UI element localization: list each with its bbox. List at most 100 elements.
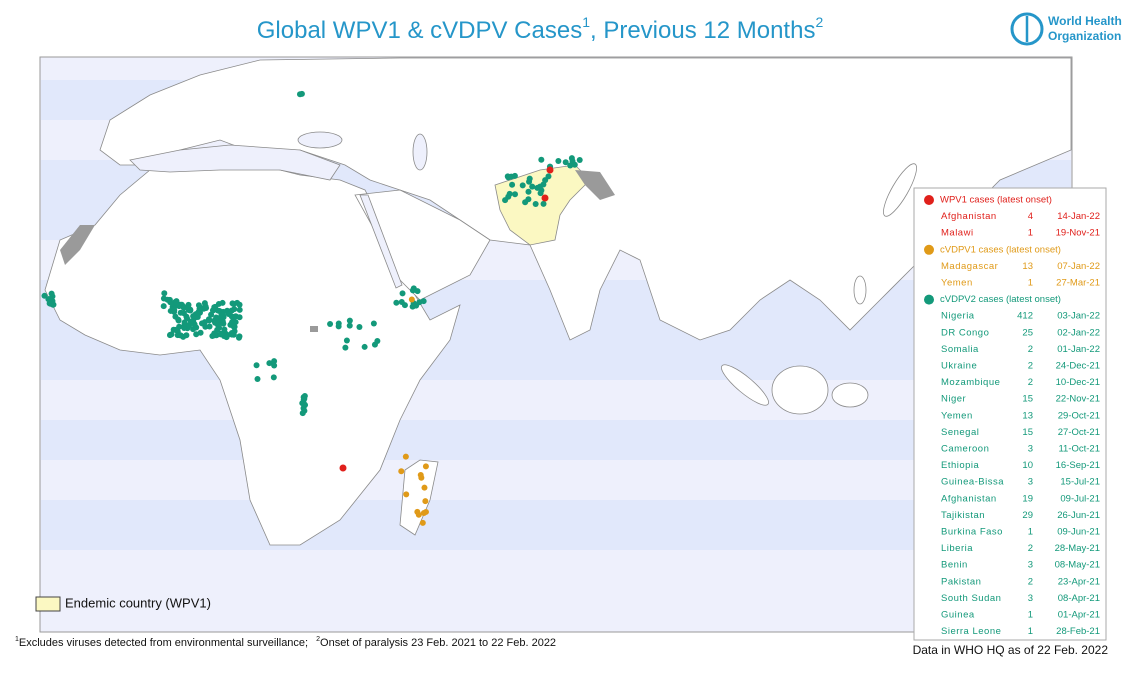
case-count: 25 xyxy=(1022,327,1033,338)
country: Guinea xyxy=(941,610,975,621)
case-dot xyxy=(185,304,192,311)
footnote-text: Onset of paralysis 23 Feb. 2021 to 22 Fe… xyxy=(320,637,556,649)
section-header: WPV1 cases (latest onset) xyxy=(940,195,1052,206)
case-dot xyxy=(236,306,243,313)
case-dot xyxy=(509,181,516,188)
case-dot xyxy=(327,320,334,327)
title: Global WPV1 & cVDPV Cases1, Previous 12 … xyxy=(257,14,824,45)
country: Yemen xyxy=(941,410,973,421)
case-dot xyxy=(254,375,261,382)
case-count: 1 xyxy=(1028,228,1033,239)
case-dot xyxy=(346,317,353,324)
country: Mozambique xyxy=(941,377,1000,388)
latest-onset: 11-Oct-21 xyxy=(1058,444,1100,455)
case-dot xyxy=(217,331,224,338)
country: Nigeria xyxy=(941,311,975,322)
case-count: 412 xyxy=(1017,311,1033,322)
case-dot xyxy=(571,161,578,168)
case-dot xyxy=(171,307,178,314)
country: Senegal xyxy=(941,427,979,438)
case-dot xyxy=(393,299,400,306)
legend-dot xyxy=(924,244,934,255)
latest-onset: 27-Mar-21 xyxy=(1056,278,1100,289)
case-dot xyxy=(206,323,213,330)
latest-onset: 16-Sep-21 xyxy=(1056,460,1100,471)
case-count: 3 xyxy=(1028,444,1033,455)
country: Ethiopia xyxy=(941,460,980,471)
case-count: 2 xyxy=(1028,361,1033,372)
case-dot xyxy=(422,498,429,505)
country: Afghanistan xyxy=(941,493,997,504)
case-dot xyxy=(361,343,368,350)
case-dot xyxy=(186,322,193,329)
latest-onset: 22-Nov-21 xyxy=(1056,394,1100,405)
case-count: 4 xyxy=(1028,211,1033,222)
case-dot xyxy=(220,320,227,327)
case-dot xyxy=(219,299,226,306)
title-sup: 1 xyxy=(582,14,590,30)
case-dot xyxy=(399,290,406,297)
case-dot xyxy=(230,323,237,330)
case-dot xyxy=(299,410,306,417)
title-text: Global WPV1 & cVDPV Cases xyxy=(257,17,582,44)
case-dot xyxy=(335,320,342,327)
case-dot xyxy=(422,463,429,470)
case-dot xyxy=(534,184,541,191)
endemic-label: Endemic country (WPV1) xyxy=(65,595,211,610)
case-dot xyxy=(301,395,308,402)
case-dot xyxy=(419,519,426,526)
case-dot xyxy=(415,511,422,518)
country: Guinea-Bissa xyxy=(941,477,1004,488)
latest-onset: 01-Jan-22 xyxy=(1057,344,1100,355)
case-dot xyxy=(343,337,350,344)
case-dot xyxy=(221,326,228,333)
latest-onset: 15-Jul-21 xyxy=(1060,477,1100,488)
title-text: , Previous 12 Months xyxy=(590,17,815,44)
case-dot xyxy=(236,314,243,321)
legend-dot xyxy=(924,195,934,205)
case-dot xyxy=(253,362,260,369)
case-dot xyxy=(409,287,416,294)
case-dot xyxy=(229,300,236,307)
country: Burkina Faso xyxy=(941,527,1003,538)
case-dot xyxy=(525,188,532,195)
case-count: 13 xyxy=(1022,261,1033,272)
case-dot xyxy=(180,310,187,317)
case-dot xyxy=(168,331,175,338)
case-count: 1 xyxy=(1028,626,1033,637)
case-dot xyxy=(508,173,515,180)
case-dot xyxy=(346,322,353,329)
latest-onset: 23-Apr-21 xyxy=(1058,576,1100,587)
case-dot xyxy=(342,344,349,351)
case-dot xyxy=(190,313,197,320)
case-dot xyxy=(576,157,583,164)
case-dot xyxy=(502,197,509,204)
section-header: cVDPV2 cases (latest onset) xyxy=(940,294,1061,305)
latest-onset: 14-Jan-22 xyxy=(1057,211,1100,222)
case-count: 10 xyxy=(1022,460,1033,471)
case-dot xyxy=(370,320,377,327)
case-dot xyxy=(300,400,307,407)
case-dot xyxy=(402,453,409,460)
footnote-marker: 2 xyxy=(316,636,320,643)
latest-onset: 09-Jul-21 xyxy=(1060,493,1100,504)
case-dot xyxy=(197,329,204,336)
country: Liberia xyxy=(941,543,973,554)
country: Ukraine xyxy=(941,361,977,372)
case-dot xyxy=(537,190,544,197)
country: Afghanistan xyxy=(941,211,997,222)
case-dot xyxy=(526,175,533,182)
case-count: 2 xyxy=(1028,344,1033,355)
latest-onset: 26-Jun-21 xyxy=(1057,510,1100,521)
country: Yemen xyxy=(941,278,973,289)
case-dot xyxy=(398,468,405,475)
latest-onset: 08-Apr-21 xyxy=(1058,593,1100,604)
case-dot xyxy=(231,306,238,313)
case-dot xyxy=(420,298,427,305)
country: Sierra Leone xyxy=(941,626,1001,637)
country: South Sudan xyxy=(941,593,1001,604)
latest-onset: 27-Oct-21 xyxy=(1058,427,1100,438)
endemic-swatch xyxy=(35,596,61,612)
case-dot xyxy=(555,157,562,164)
